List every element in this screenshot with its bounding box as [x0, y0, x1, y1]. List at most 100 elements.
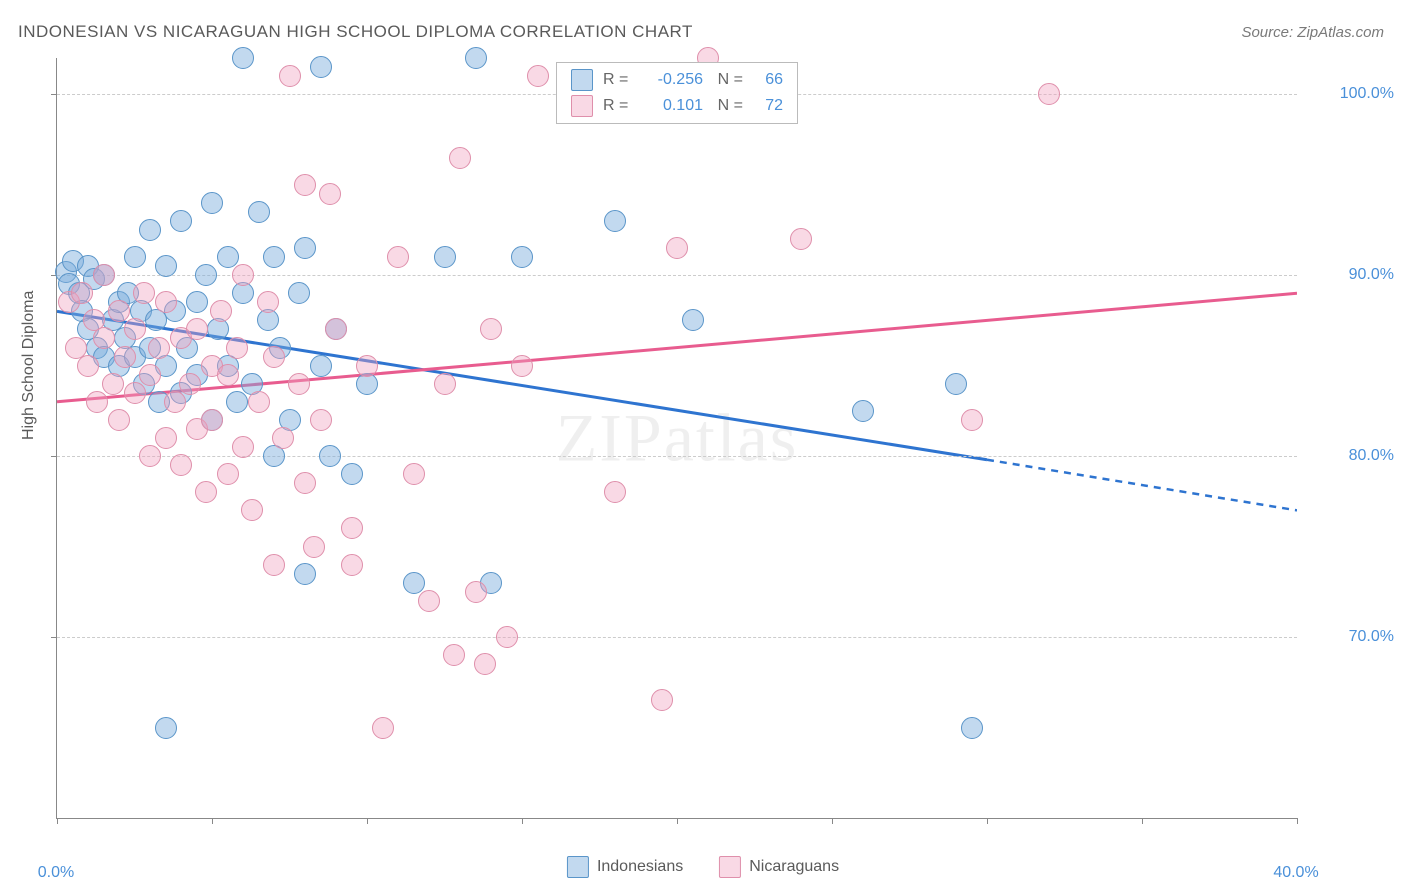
- data-point: [387, 246, 409, 268]
- chart-plot-area: ZIPatlas R =-0.256N =66R =0.101N =72: [56, 58, 1297, 819]
- data-point: [232, 264, 254, 286]
- legend-stat-row: R =0.101N =72: [571, 93, 783, 119]
- data-point: [496, 626, 518, 648]
- x-tick-label: 40.0%: [1273, 864, 1318, 882]
- data-point: [303, 536, 325, 558]
- series-legend: Indonesians Nicaraguans: [567, 856, 839, 878]
- data-point: [263, 346, 285, 368]
- x-tick: [367, 818, 368, 824]
- data-point: [449, 147, 471, 169]
- source-label: Source: ZipAtlas.com: [1241, 24, 1384, 41]
- data-point: [418, 590, 440, 612]
- data-point: [294, 563, 316, 585]
- x-tick: [1297, 818, 1298, 824]
- y-axis-label: High School Diploma: [20, 291, 38, 440]
- data-point: [961, 717, 983, 739]
- data-point: [403, 463, 425, 485]
- y-tick-label: 70.0%: [1349, 628, 1394, 646]
- data-point: [465, 581, 487, 603]
- data-point: [288, 282, 310, 304]
- x-tick: [677, 818, 678, 824]
- data-point: [108, 300, 130, 322]
- data-point: [232, 436, 254, 458]
- x-tick-label: 0.0%: [38, 864, 74, 882]
- data-point: [201, 192, 223, 214]
- data-point: [170, 454, 192, 476]
- y-tick: [51, 456, 57, 457]
- data-point: [666, 237, 688, 259]
- legend-stat-row: R =-0.256N =66: [571, 67, 783, 93]
- data-point: [341, 463, 363, 485]
- data-point: [465, 47, 487, 69]
- data-point: [241, 499, 263, 521]
- data-point: [325, 318, 347, 340]
- data-point: [226, 391, 248, 413]
- r-label: R =: [603, 71, 633, 89]
- data-point: [651, 689, 673, 711]
- x-tick: [522, 818, 523, 824]
- data-point: [139, 445, 161, 467]
- data-point: [434, 373, 456, 395]
- data-point: [155, 255, 177, 277]
- y-tick-label: 80.0%: [1349, 447, 1394, 465]
- data-point: [179, 373, 201, 395]
- data-point: [124, 382, 146, 404]
- r-value: 0.101: [643, 97, 703, 115]
- data-point: [310, 355, 332, 377]
- data-point: [217, 364, 239, 386]
- legend-item: Indonesians: [567, 856, 683, 878]
- data-point: [148, 337, 170, 359]
- data-point: [201, 409, 223, 431]
- legend-item: Nicaraguans: [719, 856, 839, 878]
- data-point: [232, 47, 254, 69]
- data-point: [288, 373, 310, 395]
- legend-swatch: [719, 856, 741, 878]
- correlation-legend: R =-0.256N =66R =0.101N =72: [556, 62, 798, 124]
- data-point: [186, 291, 208, 313]
- data-point: [480, 318, 502, 340]
- data-point: [310, 56, 332, 78]
- data-point: [248, 201, 270, 223]
- data-point: [133, 282, 155, 304]
- data-point: [93, 327, 115, 349]
- legend-swatch: [571, 95, 593, 117]
- data-point: [139, 219, 161, 241]
- data-point: [217, 463, 239, 485]
- data-point: [279, 65, 301, 87]
- data-point: [1038, 83, 1060, 105]
- data-point: [186, 318, 208, 340]
- data-point: [604, 210, 626, 232]
- data-point: [319, 183, 341, 205]
- data-point: [527, 65, 549, 87]
- data-point: [170, 210, 192, 232]
- data-point: [356, 355, 378, 377]
- data-point: [341, 517, 363, 539]
- y-tick-label: 90.0%: [1349, 266, 1394, 284]
- n-label: N =: [713, 97, 743, 115]
- legend-label: Indonesians: [597, 858, 683, 876]
- data-point: [310, 409, 332, 431]
- y-tick-label: 100.0%: [1340, 85, 1394, 103]
- data-point: [434, 246, 456, 268]
- legend-swatch: [571, 69, 593, 91]
- legend-label: Nicaraguans: [749, 858, 839, 876]
- data-point: [511, 246, 533, 268]
- data-point: [164, 391, 186, 413]
- x-tick: [57, 818, 58, 824]
- data-point: [86, 391, 108, 413]
- data-point: [248, 391, 270, 413]
- data-point: [77, 355, 99, 377]
- data-point: [210, 300, 232, 322]
- data-point: [114, 346, 136, 368]
- data-point: [124, 318, 146, 340]
- data-point: [139, 364, 161, 386]
- data-point: [155, 717, 177, 739]
- x-tick: [987, 818, 988, 824]
- data-point: [257, 291, 279, 313]
- data-point: [511, 355, 533, 377]
- data-point: [71, 282, 93, 304]
- data-point: [195, 264, 217, 286]
- gridline-h: [57, 637, 1297, 638]
- data-point: [790, 228, 812, 250]
- data-point: [319, 445, 341, 467]
